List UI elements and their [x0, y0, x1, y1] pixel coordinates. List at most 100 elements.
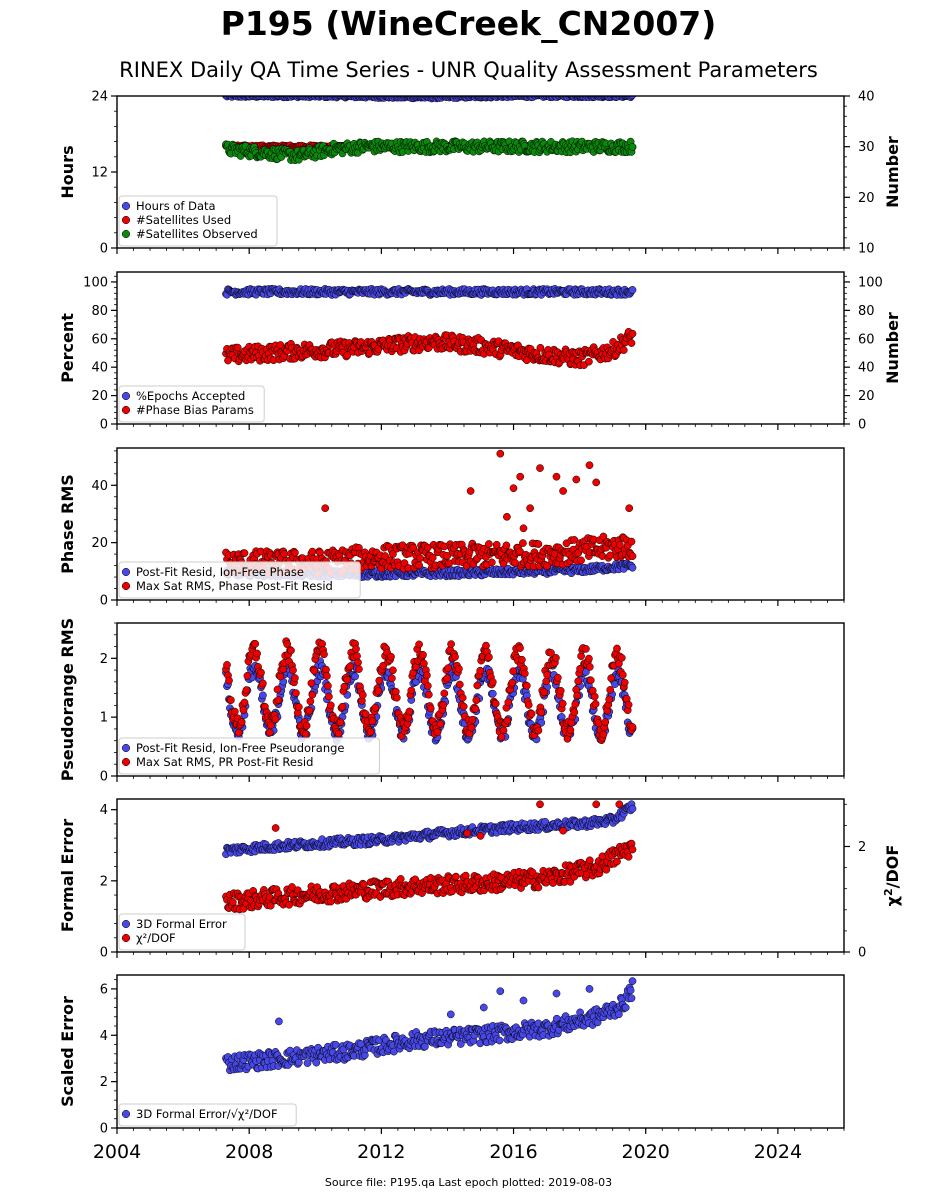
y-axis-label: Phase RMS	[58, 474, 77, 574]
data-point	[306, 697, 315, 706]
y-tick-label: 80	[91, 304, 108, 319]
data-point	[444, 664, 453, 672]
x-ticks	[116, 248, 845, 254]
data-point	[585, 663, 594, 671]
data-point	[524, 701, 533, 709]
legend-marker	[121, 567, 131, 577]
data-point	[455, 664, 463, 673]
data-point	[353, 652, 361, 660]
data-point	[292, 689, 300, 697]
legend-box	[118, 737, 380, 775]
data-point	[276, 672, 285, 681]
data-point	[527, 709, 536, 718]
right-y-tick-label: 0	[858, 418, 866, 433]
y-tick-label: 12	[91, 166, 108, 181]
data-point	[223, 661, 231, 669]
data-point	[606, 686, 615, 694]
data-points	[222, 96, 637, 165]
data-point	[436, 720, 445, 728]
data-point	[585, 357, 593, 366]
data-point	[543, 562, 551, 570]
data-point	[416, 554, 424, 563]
data-point	[354, 658, 362, 667]
data-point	[227, 696, 235, 704]
data-point	[599, 532, 608, 541]
data-point	[616, 541, 624, 549]
data-point	[242, 686, 251, 694]
data-point	[388, 674, 396, 683]
data-point	[415, 640, 423, 649]
series-3	[222, 137, 637, 165]
legend-marker	[121, 581, 131, 591]
data-point	[620, 678, 629, 687]
y-tick-label: 20	[91, 536, 108, 551]
data-point	[619, 346, 628, 354]
data-point	[240, 549, 249, 557]
data-point	[618, 671, 627, 679]
data-point	[601, 718, 610, 726]
data-point	[280, 550, 289, 558]
page-subtitle: RINEX Daily QA Time Series - UNR Quality…	[119, 58, 818, 82]
data-point	[407, 686, 416, 695]
outlier-point	[559, 487, 567, 495]
data-point	[338, 702, 347, 711]
outlier-point	[625, 504, 634, 513]
legend-label: Post-Fit Resid, Ion-Free Pseudorange	[136, 741, 344, 755]
series-2	[222, 327, 637, 370]
data-point	[537, 708, 546, 717]
data-point	[471, 705, 480, 713]
y-tick-label: 0	[100, 770, 108, 785]
data-point	[288, 883, 296, 891]
data-point	[411, 875, 420, 884]
data-point	[423, 671, 431, 680]
data-point	[253, 649, 261, 658]
data-point	[516, 547, 524, 556]
data-point	[628, 329, 637, 338]
data-point	[628, 552, 637, 561]
data-point	[326, 701, 335, 710]
data-point	[320, 650, 328, 659]
data-point	[266, 721, 275, 730]
data-point	[627, 537, 636, 546]
data-point	[294, 703, 303, 711]
data-point	[291, 674, 299, 682]
data-point	[571, 700, 580, 709]
data-point	[433, 728, 442, 737]
right-y-tick-label: 40	[858, 361, 875, 376]
data-point	[237, 718, 246, 726]
data-point	[279, 665, 288, 674]
data-point	[452, 872, 460, 881]
data-point	[289, 666, 297, 675]
y-axis-label: Percent	[58, 313, 77, 383]
legend-marker	[121, 391, 131, 401]
data-point	[467, 723, 476, 732]
data-point	[605, 695, 614, 704]
data-point	[542, 677, 551, 686]
data-point	[504, 698, 513, 707]
data-point	[355, 665, 363, 673]
data-point	[516, 644, 524, 652]
data-point	[424, 690, 433, 699]
data-point	[307, 679, 316, 688]
data-point	[374, 687, 383, 695]
data-point	[558, 699, 567, 708]
y-tick-label: 0	[100, 418, 108, 433]
data-points	[222, 285, 637, 370]
data-point	[628, 96, 637, 99]
data-point	[361, 710, 370, 718]
data-point	[428, 553, 437, 562]
series-2	[222, 449, 637, 578]
data-point	[225, 676, 233, 685]
data-point	[543, 670, 551, 679]
y-tick-label: 0	[100, 242, 108, 257]
data-point	[423, 682, 432, 690]
outlier-point	[466, 487, 475, 495]
outlier-point	[526, 504, 534, 513]
data-point	[322, 665, 330, 674]
data-point	[534, 883, 543, 892]
